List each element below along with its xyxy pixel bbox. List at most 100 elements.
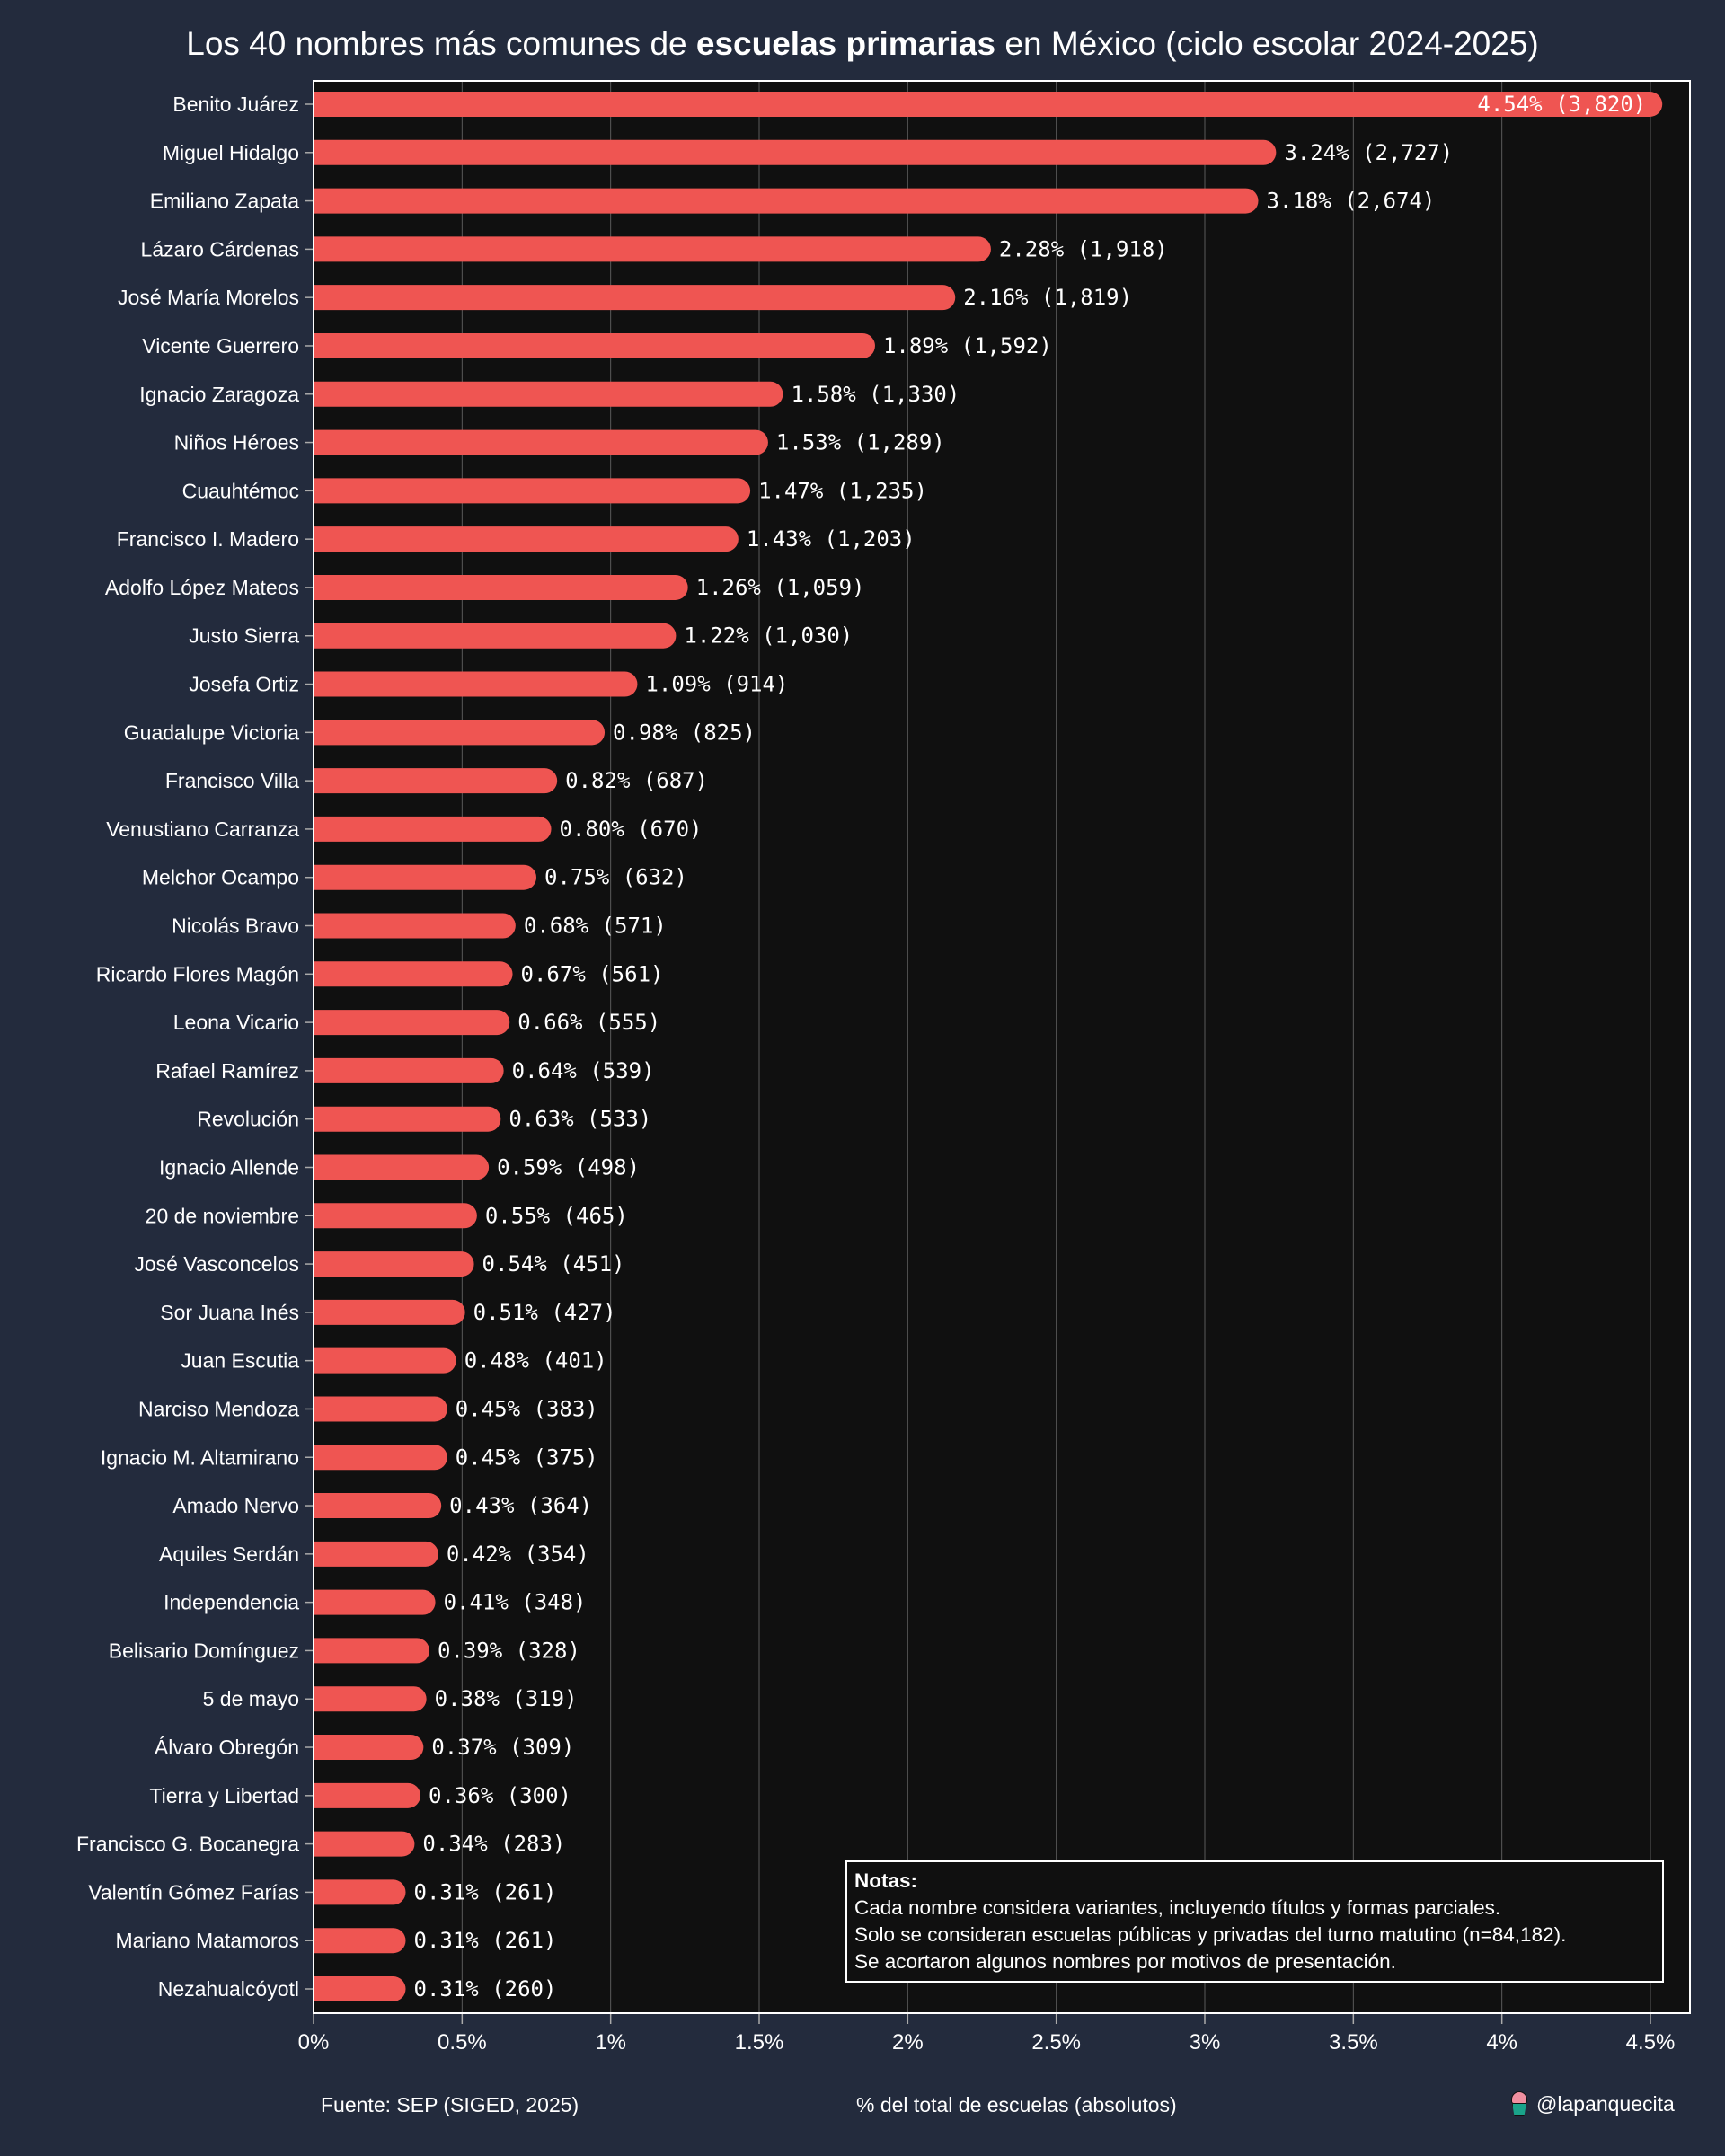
bar bbox=[314, 526, 739, 552]
category-label: Álvaro Obregón bbox=[155, 1736, 299, 1759]
y-axis: Benito Juárez Miguel Hidalgo Emiliano Zapa… bbox=[76, 93, 314, 2001]
bar bbox=[314, 1348, 456, 1374]
bar bbox=[314, 1251, 474, 1277]
category-label: Emiliano Zapata bbox=[150, 190, 299, 213]
data-label: 1.89% (1,592) bbox=[883, 333, 1052, 358]
data-label: 0.75% (632) bbox=[544, 865, 687, 890]
bar bbox=[314, 1154, 490, 1180]
bar bbox=[314, 816, 552, 842]
credit: @lapanquecita bbox=[1509, 2091, 1675, 2116]
data-label: 0.82% (687) bbox=[565, 768, 708, 793]
notes-box: Notas: Cada nombre considera variantes, … bbox=[845, 1860, 1664, 1983]
data-label: 0.55% (465) bbox=[485, 1203, 628, 1228]
data-label: 0.38% (319) bbox=[435, 1686, 578, 1711]
data-label: 1.58% (1,330) bbox=[791, 382, 960, 407]
bar bbox=[314, 1928, 406, 1954]
category-label: Nezahualcóyotl bbox=[158, 1977, 299, 2001]
bar bbox=[314, 1976, 406, 2001]
data-label: 0.42% (354) bbox=[447, 1542, 589, 1567]
bar bbox=[314, 1299, 465, 1325]
bar bbox=[314, 1879, 406, 1905]
data-label: 1.53% (1,289) bbox=[776, 430, 945, 455]
data-label: 0.31% (261) bbox=[414, 1928, 557, 1953]
bar bbox=[314, 1638, 429, 1664]
category-label: Guadalupe Victoria bbox=[124, 720, 299, 744]
bar bbox=[314, 1445, 447, 1471]
category-label: Melchor Ocampo bbox=[142, 866, 299, 889]
category-label: Ricardo Flores Magón bbox=[96, 962, 299, 985]
data-label: 0.45% (375) bbox=[456, 1445, 598, 1470]
data-label: 0.41% (348) bbox=[444, 1590, 587, 1615]
x-tick-label: 2.5% bbox=[1031, 2030, 1081, 2054]
category-label: Leona Vicario bbox=[173, 1011, 299, 1034]
title-bold: escuelas primarias bbox=[695, 25, 996, 62]
category-label: Josefa Ortiz bbox=[189, 673, 299, 696]
bars: 4.54% (3,820) 3.24% (2,727) 3.18% (2,674) 2… bbox=[314, 92, 1663, 2001]
x-tick-label: 3.5% bbox=[1329, 2030, 1378, 2054]
category-label: Valentín Gómez Farías bbox=[88, 1880, 299, 1904]
data-label: 1.22% (1,030) bbox=[684, 623, 853, 649]
category-label: Revolución bbox=[197, 1108, 299, 1131]
bar bbox=[314, 1010, 510, 1036]
source-text: Fuente: SEP (SIGED, 2025) bbox=[321, 2093, 579, 2116]
category-label: José María Morelos bbox=[118, 286, 299, 309]
bar bbox=[314, 574, 688, 600]
data-label: 0.54% (451) bbox=[482, 1251, 625, 1277]
category-label: Vicente Guerrero bbox=[142, 334, 299, 358]
bar bbox=[314, 92, 1663, 117]
category-label: 5 de mayo bbox=[203, 1687, 299, 1710]
notes-line: Se acortaron algunos nombres por motivos… bbox=[854, 1950, 1396, 1973]
bar bbox=[314, 671, 638, 697]
data-label: 0.67% (561) bbox=[521, 961, 664, 986]
data-label: 0.34% (283) bbox=[422, 1832, 565, 1857]
data-label: 0.64% (539) bbox=[512, 1058, 655, 1083]
category-label: Benito Juárez bbox=[172, 93, 299, 116]
bar bbox=[314, 1396, 447, 1422]
bar bbox=[314, 913, 516, 939]
notes-line: Solo se consideran escuelas públicas y p… bbox=[854, 1923, 1567, 1946]
category-label: Tierra y Libertad bbox=[149, 1784, 299, 1807]
bar bbox=[314, 1541, 438, 1567]
bar bbox=[314, 429, 768, 455]
x-axis: 0% 0.5% 1% 1.5% 2% 2.5% 3% 3.5% 4% 4.5% bbox=[298, 2013, 1675, 2054]
data-label: 0.31% (261) bbox=[414, 1879, 557, 1904]
bar bbox=[314, 768, 558, 794]
data-label: 2.28% (1,918) bbox=[999, 236, 1168, 261]
category-label: Adolfo López Mateos bbox=[105, 576, 299, 599]
category-label: Narciso Mendoza bbox=[138, 1397, 299, 1420]
bar bbox=[314, 1493, 442, 1519]
category-label: José Vasconcelos bbox=[134, 1252, 299, 1276]
x-tick-label: 1.5% bbox=[735, 2030, 784, 2054]
data-label: 0.31% (260) bbox=[414, 1976, 557, 2001]
category-label: Cuauhtémoc bbox=[182, 479, 299, 502]
data-label: 3.18% (2,674) bbox=[1267, 189, 1436, 214]
x-tick-label: 4% bbox=[1486, 2030, 1517, 2054]
data-label: 0.36% (300) bbox=[429, 1783, 571, 1808]
data-label: 0.39% (328) bbox=[438, 1638, 580, 1663]
category-label: Niños Héroes bbox=[174, 431, 299, 455]
data-label: 0.68% (571) bbox=[524, 914, 667, 939]
bar bbox=[314, 139, 1277, 165]
data-label: 0.66% (555) bbox=[518, 1010, 660, 1035]
bar bbox=[314, 188, 1259, 214]
data-label: 2.16% (1,819) bbox=[963, 285, 1132, 310]
category-label: Sor Juana Inés bbox=[160, 1301, 299, 1324]
category-label: Ignacio M. Altamirano bbox=[101, 1445, 299, 1469]
category-label: Justo Sierra bbox=[189, 624, 299, 648]
bar bbox=[314, 864, 537, 890]
data-label: 0.80% (670) bbox=[560, 817, 703, 842]
bar bbox=[314, 1203, 477, 1229]
category-label: Aquiles Serdán bbox=[159, 1542, 299, 1566]
category-label: Lázaro Cárdenas bbox=[141, 237, 299, 261]
notes-line: Cada nombre considera variantes, incluye… bbox=[854, 1896, 1501, 1919]
chart-title: Los 40 nombres más comunes de escuelas p… bbox=[0, 25, 1725, 63]
title-suffix: en México (ciclo escolar 2024-2025) bbox=[995, 25, 1539, 62]
category-label: Amado Nervo bbox=[172, 1494, 299, 1517]
plot-frame bbox=[313, 80, 1691, 2014]
x-tick-label: 0.5% bbox=[438, 2030, 487, 2054]
notes-title: Notas: bbox=[854, 1869, 918, 1892]
bar bbox=[314, 1782, 421, 1808]
bar bbox=[314, 478, 751, 504]
data-label: 1.43% (1,203) bbox=[747, 526, 916, 552]
bar bbox=[314, 332, 875, 358]
